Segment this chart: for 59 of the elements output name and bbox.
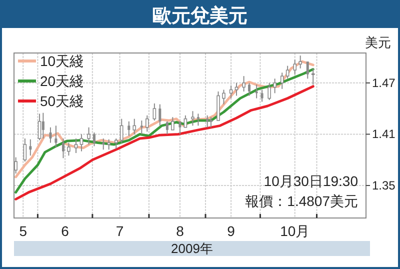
x-tick-label: 9 — [227, 223, 236, 239]
candlestick — [286, 65, 290, 80]
candlestick — [209, 116, 213, 128]
candlestick — [49, 126, 52, 144]
candlestick — [260, 89, 264, 102]
x-tick-label: 8 — [176, 223, 184, 239]
candlestick — [166, 120, 168, 135]
candlestick — [222, 89, 226, 105]
candlestick — [171, 116, 174, 130]
candlestick — [62, 138, 64, 159]
candlestick — [93, 132, 96, 147]
candlestick — [229, 84, 233, 99]
x-tick-label: 10月 — [280, 223, 310, 239]
y-tick-label: 1.47 — [372, 76, 396, 90]
candlestick — [145, 114, 149, 132]
candlestick — [120, 118, 124, 144]
candlestick — [67, 142, 70, 156]
candlestick — [196, 113, 200, 126]
candlestick — [107, 138, 110, 150]
candlestick — [132, 118, 136, 135]
candlestick — [184, 114, 188, 128]
candlestick — [152, 102, 156, 122]
candlestick — [191, 110, 194, 126]
x-axis-title: 2009年 — [171, 241, 213, 256]
candlestick — [128, 120, 130, 136]
candlestick — [38, 113, 42, 141]
candlestick — [206, 114, 209, 128]
candlestick — [54, 125, 58, 148]
annotation: 10月30日19:30 — [264, 173, 358, 189]
candlestick — [280, 72, 284, 90]
candlestick — [268, 82, 271, 101]
x-tick-label: 5 — [19, 223, 28, 239]
candlestick — [298, 55, 302, 69]
candlestick — [248, 82, 251, 96]
candlestick — [158, 104, 162, 126]
candlestick — [242, 76, 246, 92]
y-axis-title: 美元 — [365, 35, 391, 50]
candlestick — [23, 138, 27, 162]
chart-title: 歐元兌美元 — [152, 5, 248, 27]
legend-label: 50天綫 — [40, 93, 84, 109]
candlestick — [306, 61, 309, 80]
x-tick-label: 7 — [116, 223, 124, 239]
annotation: 報價：1.4807美元 — [245, 193, 358, 209]
candlestick — [29, 138, 32, 156]
legend-label: 20天綫 — [40, 73, 84, 89]
candlestick — [311, 68, 315, 86]
y-tick-label: 1.35 — [372, 178, 396, 193]
y-tick-label: 1.41 — [372, 127, 396, 142]
candlestick — [114, 138, 118, 150]
candlestick — [74, 138, 78, 154]
candlestick — [178, 120, 182, 135]
candlestick — [140, 120, 143, 135]
candlestick — [80, 134, 84, 152]
candlestick — [87, 126, 90, 145]
candlestick — [293, 59, 297, 75]
x-tick-label: 6 — [61, 223, 70, 239]
legend-label: 10天綫 — [40, 53, 84, 69]
candlestick — [273, 78, 276, 94]
candlestick — [42, 112, 44, 139]
